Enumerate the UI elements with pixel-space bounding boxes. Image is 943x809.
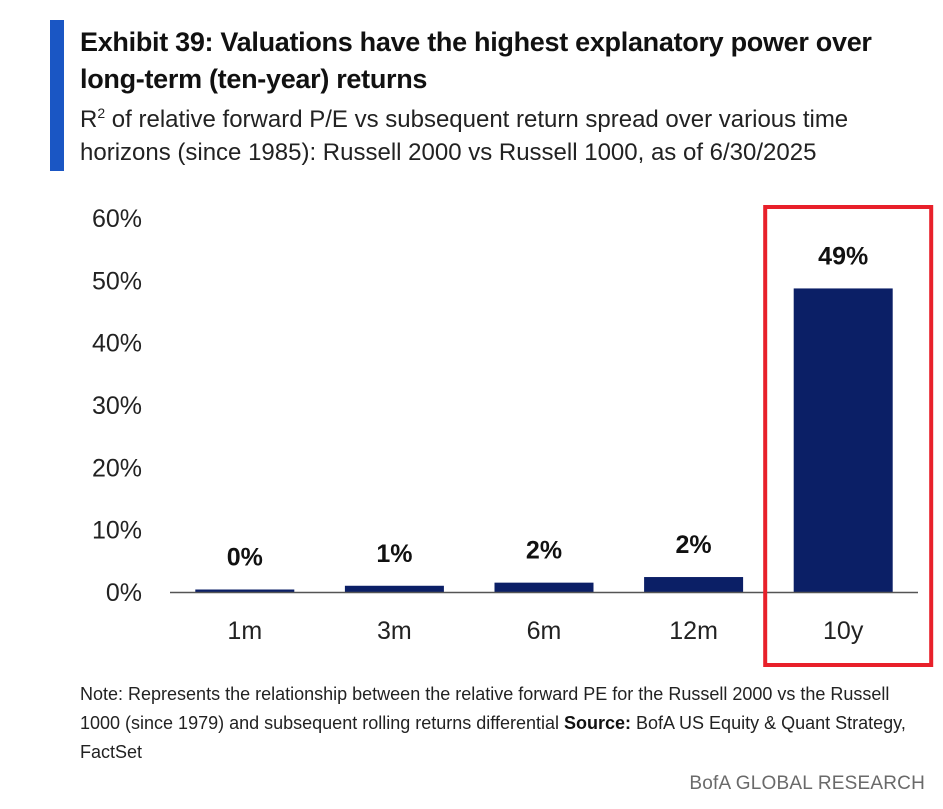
- data-label: 0%: [227, 544, 263, 572]
- data-labels: 0% 1% 2% 2% 49%: [227, 242, 868, 571]
- data-label: 2%: [526, 537, 562, 565]
- y-tick-label: 30%: [92, 392, 142, 420]
- brand-footer: BofA GLOBAL RESEARCH: [689, 773, 925, 794]
- x-tick-label: 3m: [377, 617, 412, 645]
- source-label: Source:: [563, 713, 632, 733]
- y-tick-label: 40%: [92, 330, 142, 358]
- bar-1m: [195, 589, 295, 592]
- y-axis: 0% 10% 20% 30% 40% 50% 60%: [92, 205, 142, 607]
- data-label: 1%: [376, 540, 412, 568]
- bar-3m: [344, 585, 444, 592]
- note-text: Note: Represents the relationship betwee…: [80, 680, 920, 767]
- chart-subtitle: R2 of relative forward P/E vs subsequent…: [80, 103, 920, 169]
- y-tick-label: 10%: [92, 517, 142, 545]
- x-tick-label: 12m: [669, 617, 718, 645]
- bar-12m: [644, 577, 744, 592]
- note-body: Note: Represents the relationship betwee…: [80, 684, 890, 733]
- y-tick-label: 20%: [92, 454, 142, 482]
- data-label: 2%: [676, 531, 712, 559]
- accent-bar: [50, 20, 64, 171]
- x-tick-label: 1m: [227, 617, 262, 645]
- x-axis: 1m 3m 6m 12m 10y: [227, 617, 863, 645]
- highlight-box: [763, 205, 934, 667]
- data-label: 49%: [818, 242, 868, 270]
- subtitle-text: of relative forward P/E vs subsequent re…: [80, 106, 849, 166]
- subtitle-superscript: 2: [97, 105, 106, 121]
- bars-group: [195, 288, 893, 592]
- x-tick-label: 6m: [527, 617, 562, 645]
- y-tick-label: 50%: [92, 267, 142, 295]
- x-tick-label: 10y: [823, 617, 864, 645]
- y-tick-label: 0%: [106, 579, 142, 607]
- subtitle-r: R: [80, 106, 98, 133]
- bar-10y: [793, 288, 893, 592]
- chart-title: Exhibit 39: Valuations have the highest …: [80, 27, 872, 94]
- bar-chart: 0% 10% 20% 30% 40% 50% 60% 1m 3m 6m 12m 10y 0% 1% 2%…: [92, 205, 934, 667]
- bar-6m: [494, 582, 594, 592]
- y-tick-label: 60%: [92, 205, 142, 233]
- source-text: BofA US Equity & Quant Strategy, FactSet: [80, 713, 906, 762]
